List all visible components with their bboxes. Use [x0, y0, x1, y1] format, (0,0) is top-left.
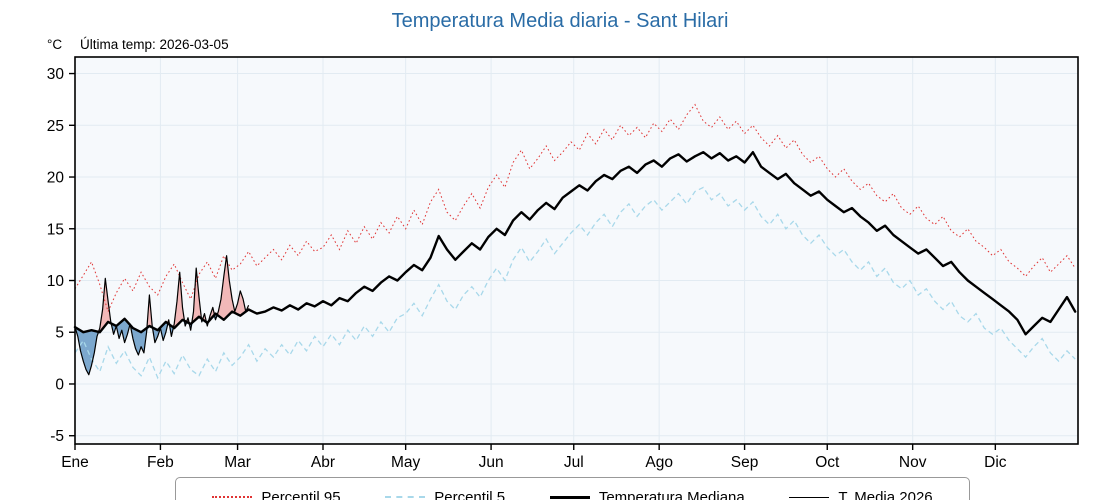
svg-text:Feb: Feb — [147, 454, 174, 471]
svg-text:Nov: Nov — [899, 454, 927, 471]
legend-label-percentil-5: Percentil 5 — [434, 488, 506, 500]
svg-text:Sep: Sep — [731, 454, 759, 471]
t-media-2026-line-icon — [789, 496, 830, 498]
plot-background-layer — [75, 57, 1078, 444]
svg-text:Ago: Ago — [645, 454, 673, 471]
percentil-5-line-icon — [385, 496, 426, 498]
legend-label-percentil-95: Percentil 95 — [261, 488, 341, 500]
legend-label-t-media-2026: T. Media 2026 — [838, 488, 933, 500]
svg-text:20: 20 — [47, 170, 65, 187]
legend: Percentil 95 Percentil 5 Temperatura Med… — [175, 477, 970, 500]
svg-text:Oct: Oct — [815, 454, 840, 471]
mediana-line-icon — [549, 495, 590, 499]
series-layer — [73, 103, 1077, 380]
legend-item-percentil-95: Percentil 95 — [212, 488, 341, 500]
anomaly-fill-layer — [75, 255, 249, 375]
legend-label-mediana: Temperatura Mediana — [598, 488, 745, 500]
svg-text:-5: -5 — [50, 428, 64, 445]
svg-text:0: 0 — [55, 376, 64, 393]
svg-text:May: May — [391, 454, 421, 471]
last-temp-label: Última temp: 2026-03-05 — [80, 37, 229, 52]
legend-item-t-media-2026: T. Media 2026 — [789, 488, 933, 500]
legend-item-percentil-5: Percentil 5 — [385, 489, 505, 500]
grid-layer — [75, 57, 1078, 444]
svg-text:5: 5 — [55, 325, 64, 342]
svg-text:15: 15 — [47, 221, 64, 238]
svg-text:Ene: Ene — [61, 454, 89, 471]
svg-text:Jul: Jul — [564, 454, 584, 471]
y-axis-unit-label: °C — [47, 37, 63, 52]
svg-text:25: 25 — [47, 118, 64, 135]
chart-title: Temperatura Media diaria - Sant Hilari — [391, 10, 729, 32]
svg-text:10: 10 — [47, 273, 65, 290]
legend-item-mediana: Temperatura Mediana — [549, 488, 745, 500]
svg-text:Jun: Jun — [479, 454, 504, 471]
axis-layer: -5 0 5 10 15 20 25 30 Ene Feb Mar Abr May Jun Jul Ago Se… — [47, 56, 1079, 471]
svg-text:Mar: Mar — [224, 454, 251, 471]
svg-text:30: 30 — [47, 66, 65, 83]
svg-text:Abr: Abr — [311, 454, 335, 471]
svg-text:Dic: Dic — [984, 454, 1007, 471]
percentil-95-line-icon — [212, 496, 253, 498]
